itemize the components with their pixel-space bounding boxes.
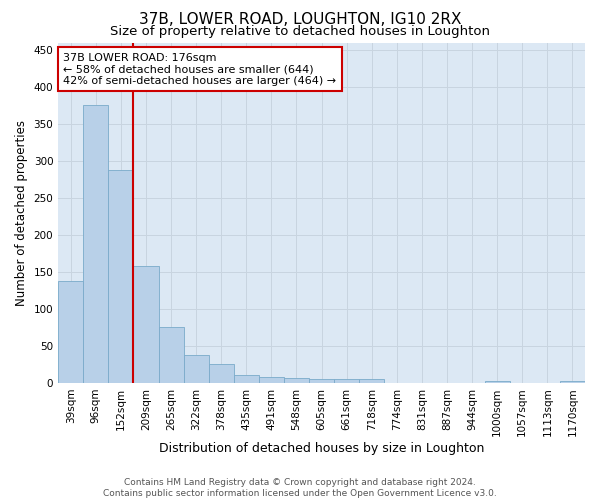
Bar — [485, 380, 510, 383]
Bar — [334, 379, 359, 383]
Bar — [109, 170, 133, 383]
Bar — [83, 106, 109, 383]
Text: 37B LOWER ROAD: 176sqm
← 58% of detached houses are smaller (644)
42% of semi-de: 37B LOWER ROAD: 176sqm ← 58% of detached… — [64, 52, 337, 86]
Text: Contains HM Land Registry data © Crown copyright and database right 2024.
Contai: Contains HM Land Registry data © Crown c… — [103, 478, 497, 498]
Bar — [133, 266, 158, 383]
Bar — [560, 380, 585, 383]
Bar — [209, 364, 234, 383]
Y-axis label: Number of detached properties: Number of detached properties — [15, 120, 28, 306]
Bar — [234, 376, 259, 383]
Bar — [284, 378, 309, 383]
Bar — [158, 328, 184, 383]
X-axis label: Distribution of detached houses by size in Loughton: Distribution of detached houses by size … — [159, 442, 484, 455]
Bar — [259, 377, 284, 383]
Text: Size of property relative to detached houses in Loughton: Size of property relative to detached ho… — [110, 25, 490, 38]
Bar — [58, 282, 83, 383]
Bar — [309, 379, 334, 383]
Text: 37B, LOWER ROAD, LOUGHTON, IG10 2RX: 37B, LOWER ROAD, LOUGHTON, IG10 2RX — [139, 12, 461, 28]
Bar — [359, 379, 385, 383]
Bar — [184, 354, 209, 383]
